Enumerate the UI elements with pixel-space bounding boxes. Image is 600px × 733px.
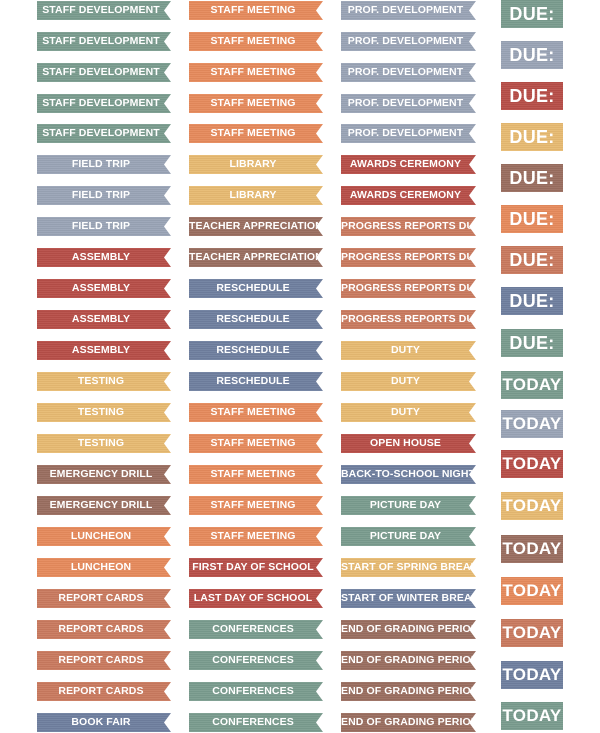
sticker-banner: FIRST DAY OF SCHOOL (189, 558, 323, 577)
sticker-banner: OPEN HOUSE (341, 434, 476, 453)
sticker-banner: STAFF MEETING (189, 527, 323, 546)
sticker-banner: REPORT CARDS (37, 651, 171, 670)
sticker-banner: TEACHER APPRECIATION (189, 248, 323, 267)
sticker-banner: STAFF MEETING (189, 465, 323, 484)
sticker-banner: CONFERENCES (189, 713, 323, 732)
sticker-banner: LUNCHEON (37, 527, 171, 546)
today-tag: TODAY (501, 371, 563, 399)
sticker-banner: TESTING (37, 403, 171, 422)
sticker-banner: ASSEMBLY (37, 248, 171, 267)
sticker-banner: REPORT CARDS (37, 589, 171, 608)
sticker-banner: STAFF MEETING (189, 63, 323, 82)
today-tag: TODAY (501, 577, 563, 605)
sticker-banner: STAFF MEETING (189, 94, 323, 113)
sticker-banner: STAFF MEETING (189, 124, 323, 143)
sticker-banner: EMERGENCY DRILL (37, 496, 171, 515)
sticker-banner: BOOK FAIR (37, 713, 171, 732)
sticker-banner: ASSEMBLY (37, 279, 171, 298)
sticker-banner: DUTY (341, 341, 476, 360)
sticker-banner: END OF GRADING PERIOD (341, 682, 476, 701)
sticker-banner: AWARDS CEREMONY (341, 155, 476, 174)
due-tag: DUE: (501, 329, 563, 357)
sticker-banner: STAFF MEETING (189, 32, 323, 51)
sticker-banner: STAFF MEETING (189, 496, 323, 515)
today-tag: TODAY (501, 450, 563, 478)
sticker-banner: STAFF DEVELOPMENT (37, 63, 171, 82)
today-tag: TODAY (501, 535, 563, 563)
sticker-banner: PROGRESS REPORTS DUE (341, 248, 476, 267)
sticker-banner: ASSEMBLY (37, 341, 171, 360)
due-tag: DUE: (501, 164, 563, 192)
sticker-banner: STAFF MEETING (189, 1, 323, 20)
sticker-banner: STAFF DEVELOPMENT (37, 124, 171, 143)
sticker-banner: CONFERENCES (189, 620, 323, 639)
sticker-banner: PROF. DEVELOPMENT (341, 94, 476, 113)
today-tag: TODAY (501, 619, 563, 647)
sticker-banner: LAST DAY OF SCHOOL (189, 589, 323, 608)
sticker-banner: PROF. DEVELOPMENT (341, 124, 476, 143)
sticker-banner: RESCHEDULE (189, 341, 323, 360)
sticker-banner: RESCHEDULE (189, 310, 323, 329)
sticker-banner: REPORT CARDS (37, 620, 171, 639)
due-tag: DUE: (501, 0, 563, 28)
sticker-banner: EMERGENCY DRILL (37, 465, 171, 484)
sticker-banner: STAFF MEETING (189, 434, 323, 453)
sticker-banner: END OF GRADING PERIOD (341, 620, 476, 639)
sticker-banner: BACK-TO-SCHOOL NIGHT (341, 465, 476, 484)
due-tag: DUE: (501, 41, 563, 69)
sticker-banner: PROF. DEVELOPMENT (341, 32, 476, 51)
sticker-banner: TEACHER APPRECIATION (189, 217, 323, 236)
sticker-banner: LIBRARY (189, 155, 323, 174)
sticker-banner: STAFF DEVELOPMENT (37, 94, 171, 113)
sticker-banner: FIELD TRIP (37, 155, 171, 174)
sticker-banner: STAFF DEVELOPMENT (37, 32, 171, 51)
sticker-banner: STAFF MEETING (189, 403, 323, 422)
today-tag: TODAY (501, 702, 563, 730)
sticker-banner: RESCHEDULE (189, 372, 323, 391)
due-tag: DUE: (501, 205, 563, 233)
sticker-banner: STAFF DEVELOPMENT (37, 1, 171, 20)
sticker-banner: TESTING (37, 372, 171, 391)
today-tag: TODAY (501, 410, 563, 438)
sticker-banner: PROF. DEVELOPMENT (341, 63, 476, 82)
sticker-banner: PROGRESS REPORTS DUE (341, 217, 476, 236)
today-tag: TODAY (501, 492, 563, 520)
sticker-banner: REPORT CARDS (37, 682, 171, 701)
due-tag: DUE: (501, 82, 563, 110)
sticker-banner: RESCHEDULE (189, 279, 323, 298)
due-tag: DUE: (501, 123, 563, 151)
sticker-banner: PROGRESS REPORTS DUE (341, 310, 476, 329)
sticker-banner: LUNCHEON (37, 558, 171, 577)
due-tag: DUE: (501, 246, 563, 274)
sticker-banner: END OF GRADING PERIOD (341, 713, 476, 732)
sticker-banner: FIELD TRIP (37, 186, 171, 205)
sticker-banner: START OF WINTER BREAK (341, 589, 476, 608)
sticker-banner: START OF SPRING BREAK (341, 558, 476, 577)
today-tag: TODAY (501, 661, 563, 689)
sticker-banner: TESTING (37, 434, 171, 453)
sticker-banner: ASSEMBLY (37, 310, 171, 329)
sticker-banner: DUTY (341, 403, 476, 422)
sticker-banner: PICTURE DAY (341, 496, 476, 515)
sticker-banner: END OF GRADING PERIOD (341, 651, 476, 670)
due-tag: DUE: (501, 287, 563, 315)
sticker-banner: AWARDS CEREMONY (341, 186, 476, 205)
sticker-banner: PICTURE DAY (341, 527, 476, 546)
sticker-banner: PROGRESS REPORTS DUE (341, 279, 476, 298)
sticker-banner: PROF. DEVELOPMENT (341, 1, 476, 20)
sticker-banner: CONFERENCES (189, 651, 323, 670)
sticker-banner: DUTY (341, 372, 476, 391)
sticker-banner: LIBRARY (189, 186, 323, 205)
sticker-banner: FIELD TRIP (37, 217, 171, 236)
sticker-banner: CONFERENCES (189, 682, 323, 701)
